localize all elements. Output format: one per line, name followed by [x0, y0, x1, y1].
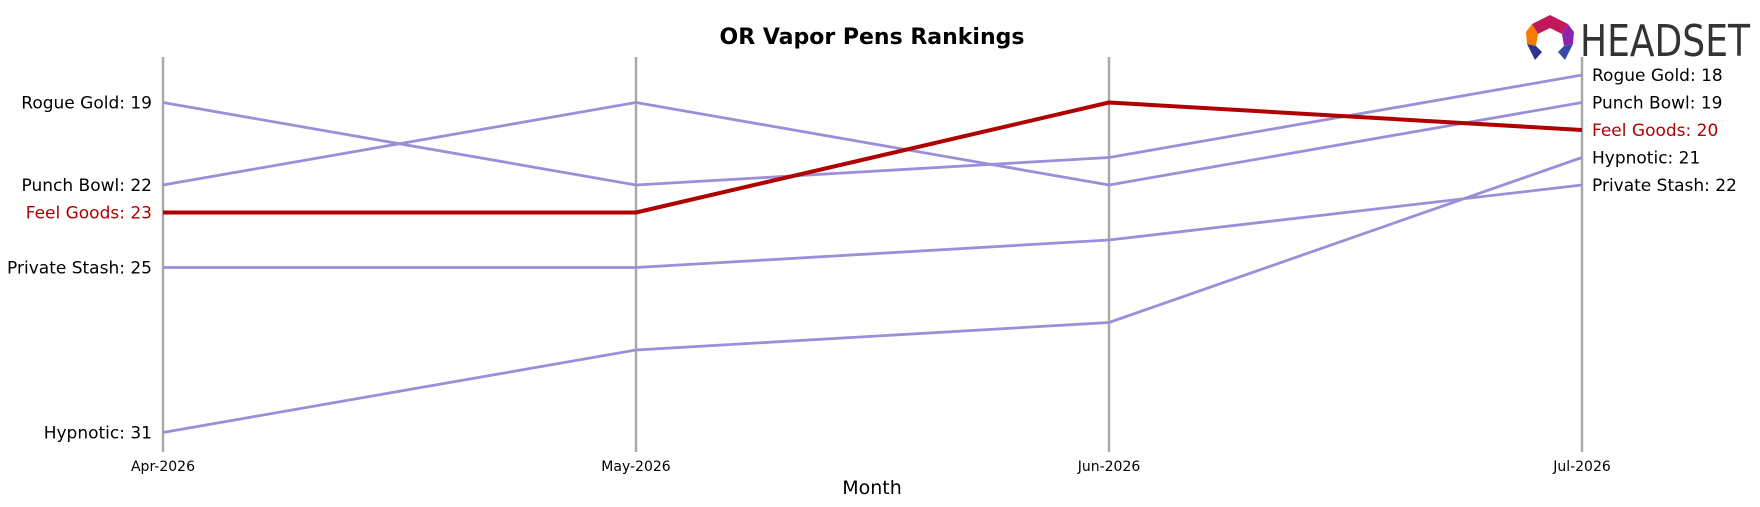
left-label-punch-bowl: Punch Bowl: 22	[22, 176, 152, 196]
right-label-punch-bowl: Punch Bowl: 19	[1592, 94, 1722, 114]
right-end-labels: Rogue Gold: 18 Punch Bowl: 19 Feel Goods: …	[1592, 66, 1737, 196]
headset-logo-text: HEADSET	[1580, 16, 1750, 67]
x-tick-labels: Apr-2026 May-2026 Jun-2026 Jul-2026	[131, 459, 1611, 475]
x-tick-apr-2026: Apr-2026	[131, 459, 195, 475]
left-end-labels: Rogue Gold: 19 Punch Bowl: 22 Feel Goods: …	[7, 94, 152, 444]
right-label-feel-goods: Feel Goods: 20	[1592, 121, 1718, 141]
x-axis-label: Month	[842, 477, 902, 499]
series-line-feel-goods	[163, 100, 1583, 215]
left-label-private-stash: Private Stash: 25	[7, 259, 152, 279]
headset-logo-icon	[1526, 15, 1574, 60]
series-line-private-stash	[163, 183, 1583, 269]
series-line-rogue-gold	[162, 73, 1583, 187]
series-lines	[162, 73, 1583, 434]
right-label-hypnotic: Hypnotic: 21	[1592, 149, 1700, 169]
right-label-rogue-gold: Rogue Gold: 18	[1592, 66, 1723, 86]
left-label-feel-goods: Feel Goods: 23	[26, 204, 152, 224]
left-label-rogue-gold: Rogue Gold: 19	[21, 94, 152, 114]
x-tick-jun-2026: Jun-2026	[1077, 459, 1141, 475]
headset-logo: HEADSET	[1526, 15, 1750, 67]
x-tick-jul-2026: Jul-2026	[1552, 459, 1611, 475]
series-line-punch-bowl	[162, 101, 1583, 187]
chart-title: OR Vapor Pens Rankings	[720, 25, 1025, 50]
x-tick-may-2026: May-2026	[601, 459, 670, 475]
series-line-hypnotic	[162, 156, 1583, 434]
left-label-hypnotic: Hypnotic: 31	[44, 424, 152, 444]
grid-lines	[161, 57, 1584, 452]
right-label-private-stash: Private Stash: 22	[1592, 176, 1737, 196]
